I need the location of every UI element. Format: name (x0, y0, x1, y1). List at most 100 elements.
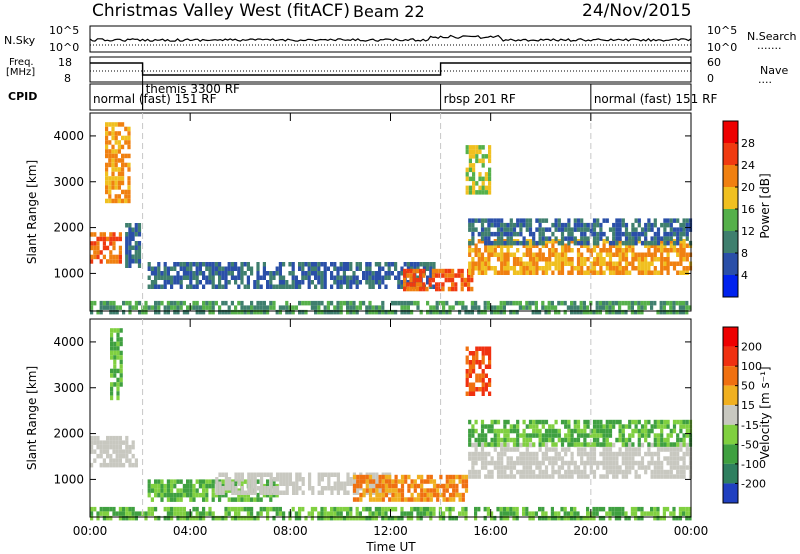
heatmap-cell (413, 488, 417, 493)
heatmap-cell (541, 442, 545, 447)
heatmap-cell (157, 483, 161, 489)
heatmap-cell (660, 465, 664, 470)
heatmap-cell (608, 424, 613, 429)
heatmap-cell (634, 252, 638, 257)
heatmap-cell (301, 271, 305, 276)
heatmap-cell (253, 472, 257, 477)
heatmap-cell (662, 305, 666, 310)
heatmap-cell (628, 469, 632, 475)
heatmap-cell (554, 248, 558, 253)
heatmap-cell (388, 472, 392, 477)
heatmap-cell (535, 451, 539, 457)
heatmap-cell (676, 252, 680, 257)
heatmap-cell (122, 515, 126, 521)
heatmap-cell (349, 266, 353, 271)
heatmap-cell (624, 300, 628, 306)
heatmap-cell (634, 428, 638, 434)
heatmap-cell (336, 284, 340, 289)
heatmap-cell (548, 447, 552, 452)
heatmap-cell (358, 300, 362, 306)
heatmap-cell (676, 456, 680, 461)
heatmap-cell (428, 282, 432, 287)
heatmap-cell (407, 483, 411, 489)
heatmap-cell (128, 254, 132, 259)
heatmap-cell (416, 474, 421, 480)
heatmap-cell (669, 442, 673, 447)
heatmap-cell (105, 167, 109, 172)
heatmap-cell (278, 262, 282, 267)
heatmap-cell (419, 268, 423, 274)
heatmap-cell (147, 305, 151, 310)
heatmap-cell (605, 309, 609, 315)
heatmap-cell (534, 305, 538, 310)
heatmap-cell (631, 257, 635, 262)
heatmap-cell (496, 227, 501, 232)
heatmap-cell (166, 492, 170, 498)
heatmap-cell (599, 433, 603, 438)
heatmap-cell (487, 227, 491, 232)
heatmap-cell (202, 497, 206, 502)
heatmap-cell (570, 239, 574, 244)
heatmap-cell (349, 511, 353, 516)
heatmap-cell (612, 266, 616, 271)
heatmap-cell (355, 275, 359, 280)
heatmap-cell (496, 236, 501, 241)
heatmap-cell (493, 218, 497, 223)
heatmap-cell (669, 305, 673, 310)
x-tick-label: 00:00 (674, 524, 709, 538)
heatmap-cell (323, 309, 327, 315)
heatmap-cell (663, 227, 667, 232)
heatmap-cell (602, 437, 606, 443)
heatmap-cell (672, 511, 676, 516)
heatmap-cell (448, 492, 453, 498)
heatmap-cell (669, 511, 673, 516)
heatmap-cell (352, 481, 356, 486)
heatmap-cell (586, 451, 590, 457)
heatmap-cell (352, 280, 356, 285)
heatmap-cell (467, 273, 471, 278)
heatmap-cell (663, 456, 667, 461)
heatmap-cell (484, 433, 488, 438)
heatmap-cell (583, 428, 587, 434)
heatmap-cell (121, 153, 125, 159)
heatmap-cell (471, 257, 475, 262)
heatmap-cell (509, 240, 513, 246)
colorbar-tick-label: -15 (741, 419, 759, 432)
heatmap-cell (118, 250, 122, 255)
heatmap-cell (570, 511, 574, 516)
freq-left-label-2: [MHz] (6, 67, 35, 78)
heatmap-cell (240, 275, 244, 280)
heatmap-cell (400, 483, 405, 489)
heatmap-cell (260, 472, 264, 477)
heatmap-cell (483, 305, 487, 310)
heatmap-cell (157, 479, 161, 484)
heatmap-cell (359, 472, 363, 477)
heatmap-cell (118, 254, 122, 260)
heatmap-cell (608, 511, 612, 516)
heatmap-cell (179, 497, 183, 502)
heatmap-cell (509, 252, 513, 257)
heatmap-cell (474, 460, 478, 466)
colorbar-tick-label: 28 (741, 137, 755, 150)
heatmap-cell (96, 453, 100, 459)
heatmap-cell (522, 456, 526, 461)
heatmap-cell (166, 275, 170, 280)
heatmap-cell (548, 424, 552, 429)
heatmap-cell (596, 424, 600, 429)
heatmap-cell (336, 300, 340, 306)
heatmap-cell (488, 145, 492, 150)
heatmap-cell (644, 227, 648, 232)
heatmap-cell (653, 419, 657, 425)
heatmap-cell (240, 486, 244, 491)
heatmap-cell (228, 486, 232, 491)
heatmap-cell (198, 271, 202, 276)
heatmap-cell (106, 453, 110, 459)
heatmap-cell (391, 479, 395, 484)
heatmap-cell (320, 284, 324, 289)
heatmap-cell (666, 447, 670, 452)
heatmap-cell (468, 167, 472, 173)
heatmap-cell (512, 252, 517, 257)
heatmap-cell (250, 506, 254, 512)
heatmap-cell (368, 300, 372, 306)
heatmap-cell (110, 386, 114, 392)
